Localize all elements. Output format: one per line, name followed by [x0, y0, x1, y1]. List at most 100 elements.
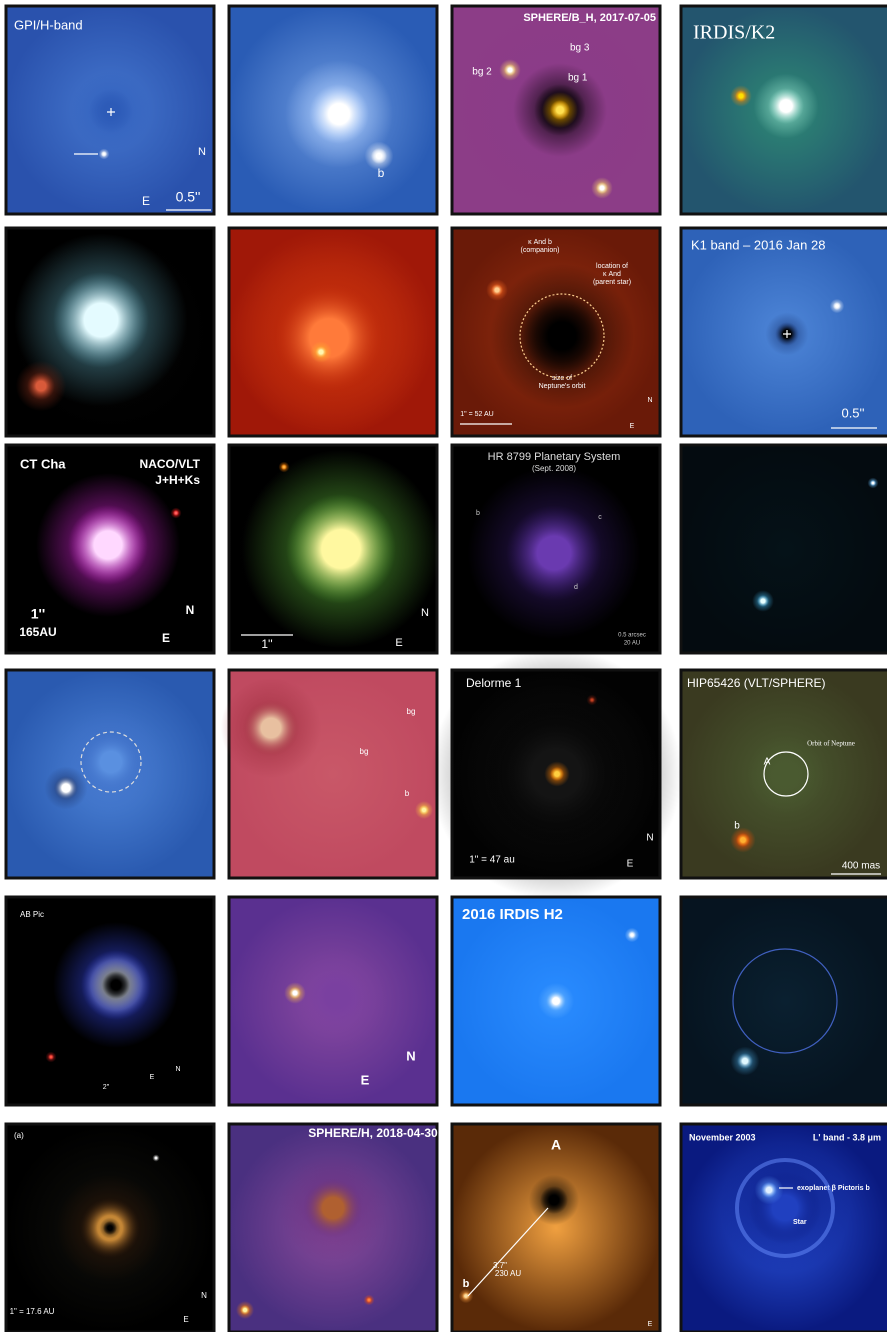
source	[764, 753, 808, 797]
source	[315, 346, 327, 358]
image-tile: November 2003 L' band - 3.8 μm exoplanet β…	[679, 1122, 887, 1332]
source	[550, 100, 570, 120]
image-tile: bg bg b	[220, 668, 439, 880]
source	[48, 1054, 54, 1060]
image-label: 0.5''	[176, 189, 201, 205]
image-label: (Sept. 2008)	[532, 464, 576, 473]
image-tile: GPI/H-band N E 0.5''	[4, 4, 216, 216]
source	[309, 969, 365, 1025]
source	[757, 595, 769, 607]
image-tile: 2016 IRDIS H2	[450, 895, 662, 1107]
image-label: Orbit of Neptune	[807, 740, 855, 748]
image-tile: (a) 1" = 17.6 AU N E	[4, 1122, 216, 1332]
image-label: HIP65426 (VLT/SPHERE)	[687, 676, 826, 690]
image-tile: AB Pic 2" E N	[4, 895, 216, 1107]
source	[281, 464, 287, 470]
source	[737, 1053, 753, 1069]
image-label: b	[405, 789, 410, 798]
image-label: 0.5''	[841, 405, 864, 420]
image-label: exoplanet β Pictoris b	[797, 1185, 870, 1192]
image-label: 1" = 17.6 AU	[10, 1307, 55, 1316]
source	[366, 1297, 372, 1303]
image-label: Neptune's orbit	[539, 383, 586, 390]
source	[53, 272, 149, 368]
image-label: CT Cha	[20, 456, 66, 471]
image-tile: HIP65426 (VLT/SPHERE)Orbit of NeptuneAb4…	[679, 668, 887, 880]
source	[286, 494, 396, 604]
source	[243, 700, 299, 756]
image-label: E	[395, 637, 402, 649]
image-tile	[4, 226, 216, 438]
image-label: 1" = 52 AU	[460, 411, 493, 418]
overlay-shape	[467, 1207, 549, 1297]
image-label: bg	[407, 707, 416, 716]
image-label: 1''	[31, 606, 45, 622]
image-tile: IRDIS/K2	[679, 4, 887, 216]
image-tile: Delorme 1 1" = 47 au N E	[430, 648, 682, 900]
source	[628, 931, 636, 939]
tile-background	[679, 443, 887, 655]
source	[102, 971, 130, 999]
image-tile: SPHERE/B_H, 2017-07-05 bg 3 bg 2 bg 1	[450, 4, 662, 216]
image-label: SPHERE/B_H, 2017-07-05	[523, 12, 656, 24]
image-tile: Ab 3.7"230 AU E	[450, 1122, 662, 1332]
source	[419, 805, 429, 815]
source	[289, 987, 301, 999]
image-label: N	[198, 146, 206, 158]
source	[154, 1156, 158, 1160]
image-label: N	[406, 1048, 415, 1063]
image-label: κ And	[603, 271, 621, 278]
image-label: IRDIS/K2	[693, 22, 775, 44]
source	[274, 283, 384, 393]
image-label: 1''	[261, 637, 272, 651]
image-label: HR 8799 Planetary System	[488, 451, 621, 463]
source	[371, 148, 387, 164]
image-label: SPHERE/H, 2018-04-30	[308, 1126, 438, 1140]
overlay-shape	[80, 731, 142, 793]
source	[596, 182, 608, 194]
source	[768, 88, 804, 124]
image-label: E	[142, 194, 150, 208]
image-label: E	[627, 859, 634, 870]
image-label: bg 3	[570, 43, 590, 54]
source	[173, 510, 179, 516]
source	[309, 84, 369, 144]
image-label: N	[421, 607, 429, 619]
source	[833, 302, 841, 310]
image-label: E	[648, 1321, 653, 1328]
source	[504, 64, 516, 76]
source	[101, 151, 107, 157]
image-label: 2016 IRDIS H2	[462, 906, 563, 923]
image-label: E	[361, 1072, 370, 1087]
image-label: (parent star)	[593, 279, 631, 286]
image-tile	[679, 895, 887, 1107]
image-label: Delorme 1	[466, 676, 522, 690]
image-label: GPI/H-band	[14, 17, 83, 32]
image-label: N	[201, 1291, 207, 1300]
image-label: N	[175, 1066, 180, 1073]
source	[303, 1178, 363, 1238]
image-label: 20 AU	[624, 641, 640, 647]
image-tile: 1'' N E	[227, 443, 440, 655]
image-label: 0.5 arcsec	[618, 633, 646, 639]
image-label: (companion)	[521, 247, 560, 254]
image-label: 400 mas	[842, 861, 880, 872]
image-label: AB Pic	[20, 910, 44, 919]
overlay-shape	[735, 1158, 835, 1258]
tile-background	[679, 895, 887, 1107]
image-label: J+H+Ks	[155, 473, 200, 487]
image-label: E	[150, 1074, 155, 1081]
image-label: NACO/VLT	[140, 457, 201, 471]
source	[81, 732, 141, 792]
source	[506, 505, 602, 601]
image-tile	[227, 226, 439, 438]
image-label: L' band - 3.8 μm	[813, 1132, 881, 1142]
image-label: 1" = 47 au	[469, 855, 515, 866]
source	[27, 372, 55, 400]
tile-background	[450, 1122, 662, 1332]
image-label: 230 AU	[495, 1269, 521, 1278]
image-tile	[4, 668, 216, 880]
image-label: b	[378, 166, 385, 180]
